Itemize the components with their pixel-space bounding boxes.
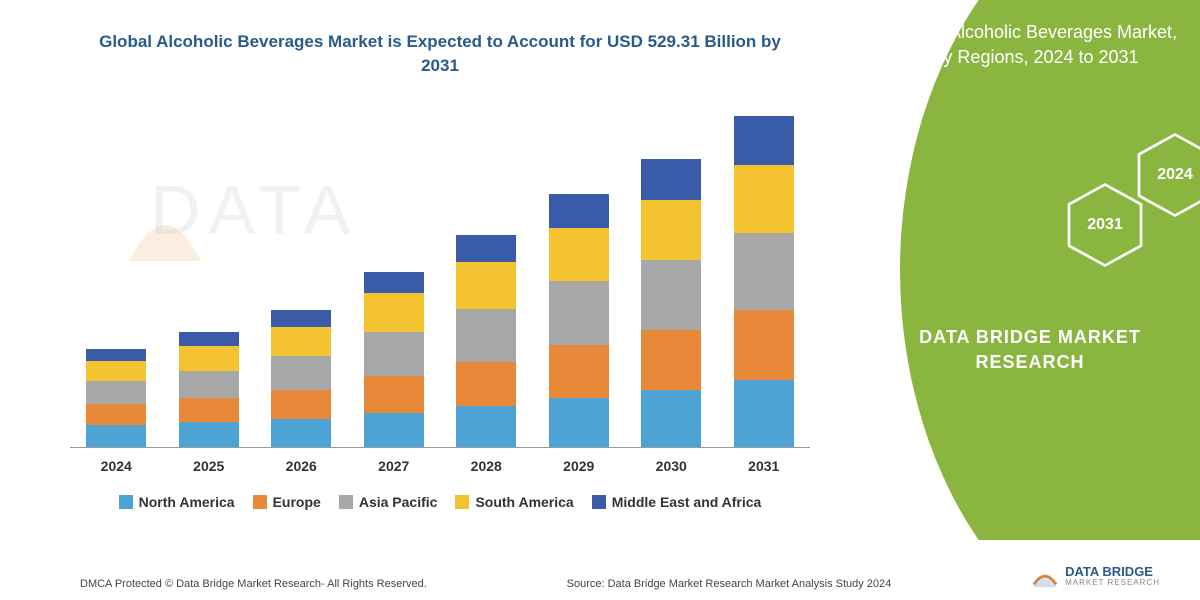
right-panel-title: Global Alcoholic Beverages Market, By Re… xyxy=(890,20,1180,70)
x-label: 2025 xyxy=(179,458,239,474)
bar-group xyxy=(179,332,239,447)
bar-segment xyxy=(456,262,516,309)
chart-title: Global Alcoholic Beverages Market is Exp… xyxy=(50,20,830,98)
bar-segment xyxy=(734,380,794,446)
brand-text: DATA BRIDGE MARKET RESEARCH xyxy=(900,325,1160,375)
x-label: 2024 xyxy=(86,458,146,474)
x-label: 2026 xyxy=(271,458,331,474)
legend-item: Europe xyxy=(253,494,321,510)
bar-segment xyxy=(86,361,146,380)
bar-group xyxy=(271,310,331,447)
legend-label: North America xyxy=(139,494,235,510)
x-label: 2030 xyxy=(641,458,701,474)
legend-swatch xyxy=(339,495,353,509)
bar-segment xyxy=(271,310,331,328)
footer-logo: DATA BRIDGE MARKET RESEARCH xyxy=(1031,562,1160,590)
bar-segment xyxy=(364,293,424,332)
bar-segment xyxy=(271,356,331,390)
footer-logo-main: DATA BRIDGE xyxy=(1065,565,1160,578)
legend-item: Middle East and Africa xyxy=(592,494,762,510)
bar-segment xyxy=(641,159,701,200)
footer: DMCA Protected © Data Bridge Market Rese… xyxy=(80,562,1160,590)
bar-segment xyxy=(734,310,794,380)
bar-segment xyxy=(734,116,794,165)
footer-copyright: DMCA Protected © Data Bridge Market Rese… xyxy=(80,578,427,590)
bar-group xyxy=(549,194,609,447)
bar-segment xyxy=(364,332,424,376)
footer-source: Source: Data Bridge Market Research Mark… xyxy=(567,578,892,590)
x-label: 2027 xyxy=(364,458,424,474)
x-label: 2028 xyxy=(456,458,516,474)
legend: North America Europe Asia Pacific South Ame… xyxy=(50,494,830,510)
bar-segment xyxy=(179,398,239,422)
bar-segment xyxy=(86,381,146,404)
footer-logo-sub: MARKET RESEARCH xyxy=(1065,578,1160,587)
legend-label: Asia Pacific xyxy=(359,494,438,510)
legend-swatch xyxy=(455,495,469,509)
bars-container xyxy=(70,98,810,448)
bar-group xyxy=(86,349,146,446)
bar-segment xyxy=(364,413,424,447)
bar-segment xyxy=(641,390,701,446)
bar-segment xyxy=(456,309,516,362)
legend-item: South America xyxy=(455,494,573,510)
bar-segment xyxy=(271,327,331,356)
bar-segment xyxy=(549,228,609,281)
bar-segment xyxy=(364,376,424,413)
legend-label: South America xyxy=(475,494,573,510)
bar-group xyxy=(734,116,794,447)
legend-label: Europe xyxy=(273,494,321,510)
bar-segment xyxy=(549,345,609,398)
bar-segment xyxy=(271,419,331,446)
legend-swatch xyxy=(119,495,133,509)
bar-segment xyxy=(179,371,239,398)
bar-segment xyxy=(549,398,609,447)
bar-segment xyxy=(271,390,331,419)
bar-segment xyxy=(549,194,609,228)
bar-segment xyxy=(86,425,146,446)
bar-segment xyxy=(641,260,701,330)
bar-group xyxy=(364,272,424,447)
x-label: 2031 xyxy=(734,458,794,474)
bar-segment xyxy=(179,422,239,446)
hexagon-label: 2031 xyxy=(1087,216,1123,234)
legend-item: North America xyxy=(119,494,235,510)
bar-segment xyxy=(364,272,424,293)
bar-segment xyxy=(734,165,794,233)
hexagon-label: 2024 xyxy=(1157,166,1193,184)
bar-group xyxy=(456,235,516,447)
bridge-icon xyxy=(1031,562,1059,590)
x-axis-labels: 2024 2025 2026 2027 2028 2029 2030 2031 xyxy=(70,458,810,474)
bar-segment xyxy=(734,233,794,311)
bar-segment xyxy=(86,404,146,425)
legend-item: Asia Pacific xyxy=(339,494,438,510)
x-label: 2029 xyxy=(549,458,609,474)
bar-segment xyxy=(641,200,701,260)
bar-segment xyxy=(179,346,239,370)
bar-segment xyxy=(86,349,146,361)
legend-swatch xyxy=(253,495,267,509)
bar-segment xyxy=(549,281,609,344)
chart-panel: Global Alcoholic Beverages Market is Exp… xyxy=(50,20,830,540)
bar-segment xyxy=(456,235,516,262)
bar-group xyxy=(641,159,701,447)
hexagon-2031: 2031 xyxy=(1060,180,1150,270)
bar-segment xyxy=(641,330,701,390)
legend-label: Middle East and Africa xyxy=(612,494,762,510)
bar-segment xyxy=(179,332,239,347)
bar-segment xyxy=(456,362,516,406)
right-panel: Global Alcoholic Beverages Market, By Re… xyxy=(860,0,1200,540)
bar-segment xyxy=(456,406,516,447)
legend-swatch xyxy=(592,495,606,509)
